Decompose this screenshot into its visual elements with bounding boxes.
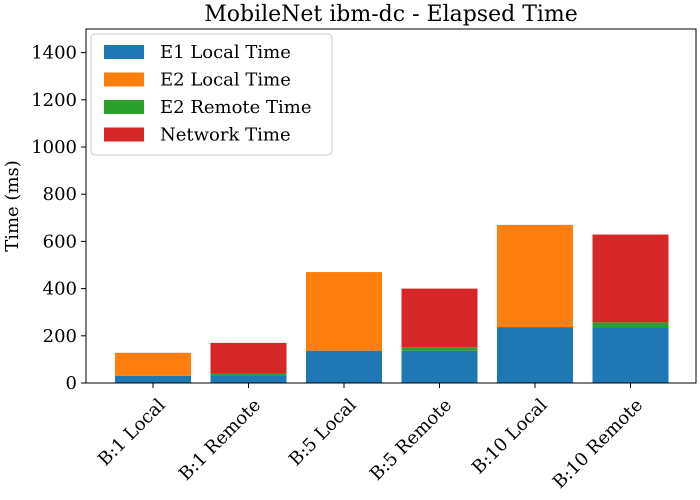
legend-label: Network Time (160, 125, 291, 146)
y-axis: 0 200 400 600 800 1000 1200 1400 (31, 43, 86, 394)
x-tick-label: B:1 Remote (175, 395, 265, 485)
bar-e2-remote-time-1 (210, 373, 287, 376)
bar-e2-remote-time-3 (401, 347, 478, 351)
x-tick-label: B:5 Local (285, 395, 361, 471)
legend-label: E1 Local Time (160, 42, 291, 63)
y-tick-label: 1400 (31, 43, 77, 64)
bar-e2-local-time-4 (497, 224, 573, 328)
y-tick-label: 1200 (31, 90, 77, 111)
bar-e2-remote-time-5 (592, 322, 669, 328)
legend-swatch-e2-local-time (104, 72, 144, 87)
bar-network-time-5 (592, 234, 669, 323)
plot-area-frame (85, 28, 697, 384)
bar-network-time-3 (401, 288, 478, 348)
y-tick-label: 1000 (31, 137, 77, 158)
x-tick-label: B:10 Local (468, 395, 552, 479)
legend-swatch-e1-local-time (104, 45, 144, 59)
legend-label: E2 Local Time (160, 70, 291, 91)
x-tick-label: B:1 Local (94, 395, 170, 471)
legend-swatch-e2-remote-time (104, 100, 144, 114)
bar-e2-local-time-2 (306, 272, 382, 351)
legend-frame (90, 33, 333, 156)
bar-e1-local-time-0 (115, 375, 191, 383)
bar-e1-local-time-2 (306, 350, 382, 383)
bar-e1-local-time-5 (592, 327, 669, 383)
bars-group (115, 224, 669, 383)
legend-swatch-network-time (104, 127, 144, 142)
bar-e2-local-time-0 (115, 352, 191, 376)
legend: E1 Local Time E2 Local Time E2 Remote Time… (90, 33, 333, 156)
legend-label: E2 Remote Time (160, 97, 312, 118)
y-tick-label: 200 (43, 326, 77, 347)
y-tick-label: 600 (43, 231, 77, 252)
bar-e1-local-time-4 (497, 327, 573, 383)
bar-e1-local-time-3 (401, 350, 478, 383)
y-tick-label: 400 (43, 279, 77, 300)
chart-title: MobileNet ibm-dc - Elapsed Time (204, 2, 578, 27)
bar-network-time-1 (210, 342, 287, 374)
x-tick-label: B:5 Remote (366, 395, 456, 485)
bar-e1-local-time-1 (210, 375, 287, 383)
x-tick-label: B:10 Remote (549, 395, 647, 493)
y-tick-label: 0 (66, 373, 77, 394)
x-axis: B:1 Local B:1 Remote B:5 Local B:5 Remote B:… (94, 383, 647, 493)
y-tick-label: 800 (43, 184, 77, 205)
y-axis-label: Time (ms) (2, 160, 23, 252)
